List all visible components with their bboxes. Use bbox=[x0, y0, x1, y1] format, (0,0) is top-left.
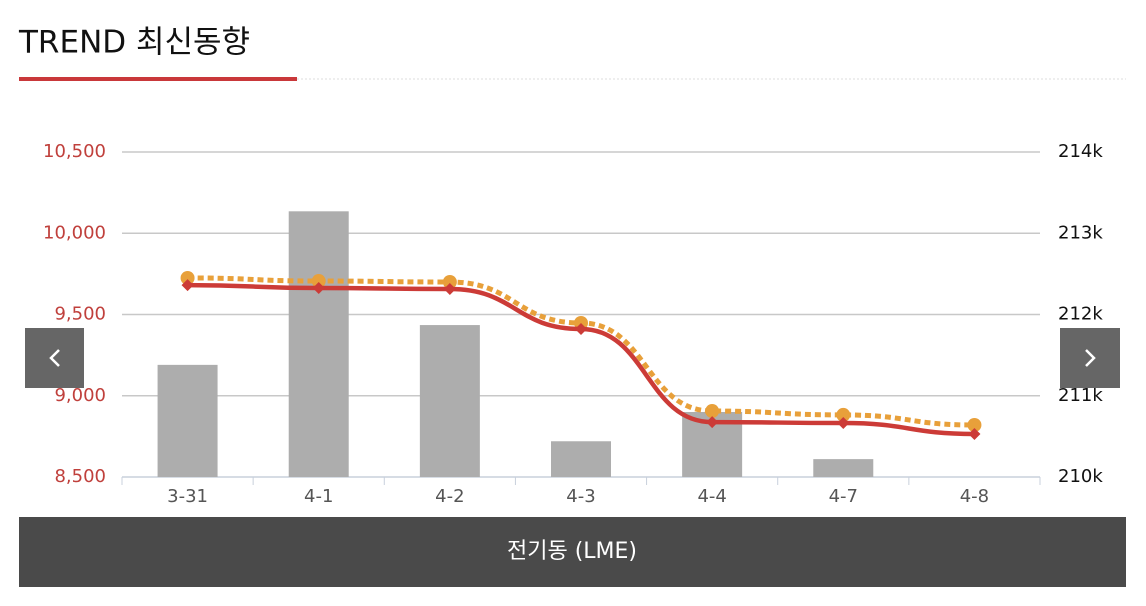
marker bbox=[968, 427, 981, 440]
title-underline bbox=[19, 77, 297, 81]
y-tick-label: 8,500 bbox=[54, 466, 106, 487]
next-arrow[interactable] bbox=[1085, 349, 1096, 367]
next-button-bg[interactable] bbox=[1060, 328, 1120, 388]
bar bbox=[419, 325, 480, 477]
x-tick-label: 4-4 bbox=[697, 486, 726, 507]
x-tick-label: 4-7 bbox=[829, 486, 858, 507]
x-tick-label: 4-1 bbox=[304, 486, 333, 507]
marker bbox=[442, 275, 457, 289]
y-tick-label: 10,500 bbox=[43, 141, 106, 162]
y-tick-label: 10,000 bbox=[43, 222, 106, 243]
bar bbox=[813, 459, 874, 477]
y2-tick-label: 211k bbox=[1058, 385, 1103, 406]
marker bbox=[181, 279, 194, 292]
y2-tick-label: 210k bbox=[1058, 466, 1103, 487]
footer-bar bbox=[19, 517, 1126, 587]
marker bbox=[706, 416, 719, 429]
x-tick-label: 4-3 bbox=[566, 486, 595, 507]
bar bbox=[551, 441, 611, 477]
footer-label: 전기동 (LME) bbox=[507, 539, 637, 564]
bar bbox=[157, 364, 218, 477]
marker bbox=[443, 282, 456, 295]
chart: 8,500 9,000 9,500 10,000 10,500 210k 211k 212k 2… bbox=[43, 141, 1103, 507]
prev-button[interactable] bbox=[25, 328, 84, 388]
x-tick-label: 4-8 bbox=[960, 486, 989, 507]
bar bbox=[288, 211, 349, 477]
y2-tick-label: 212k bbox=[1058, 304, 1103, 325]
marker bbox=[312, 282, 325, 295]
x-tick-label: 3-31 bbox=[167, 486, 208, 507]
marker bbox=[574, 315, 588, 330]
marker bbox=[180, 270, 195, 285]
marker bbox=[575, 322, 587, 335]
y-tick-label: 9,500 bbox=[54, 304, 106, 325]
marker bbox=[836, 407, 851, 422]
y2-tick-label: 213k bbox=[1058, 222, 1103, 243]
section-title: TREND 최신동향 bbox=[18, 25, 250, 61]
marker bbox=[705, 404, 720, 419]
prev-arrow[interactable] bbox=[49, 349, 60, 367]
prev-button-bg[interactable] bbox=[25, 328, 84, 388]
x-tick-label: 4-2 bbox=[435, 486, 464, 507]
marker bbox=[837, 417, 850, 430]
y2-tick-label: 214k bbox=[1058, 141, 1103, 162]
y-tick-label: 9,000 bbox=[54, 385, 106, 406]
marker bbox=[967, 418, 982, 432]
marker bbox=[311, 274, 326, 289]
next-button[interactable] bbox=[1060, 328, 1120, 388]
